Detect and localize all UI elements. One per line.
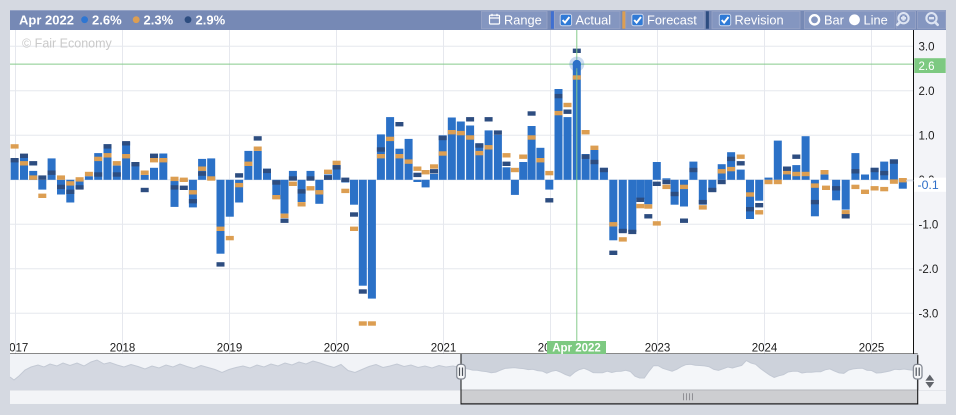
- svg-text:2020: 2020: [324, 343, 350, 355]
- svg-text:2017: 2017: [3, 343, 29, 355]
- svg-text:2024: 2024: [752, 343, 778, 355]
- svg-text:2.9%: 2.9%: [196, 13, 226, 28]
- svg-text:2.6: 2.6: [919, 61, 935, 73]
- svg-text:1.0: 1.0: [919, 130, 935, 142]
- svg-text:-3.0: -3.0: [919, 308, 939, 320]
- svg-text:2018: 2018: [110, 343, 136, 355]
- svg-text:2.3%: 2.3%: [144, 13, 174, 28]
- svg-text:2021: 2021: [431, 343, 457, 355]
- svg-text:-2.0: -2.0: [919, 264, 939, 276]
- svg-text:-0.1: -0.1: [918, 178, 939, 192]
- svg-text:2023: 2023: [645, 343, 671, 355]
- svg-text:Bar: Bar: [824, 13, 845, 28]
- svg-text:2019: 2019: [217, 343, 243, 355]
- svg-text:2025: 2025: [859, 343, 885, 355]
- svg-text:3.0: 3.0: [919, 41, 935, 53]
- svg-text:Apr 2022: Apr 2022: [19, 13, 74, 28]
- svg-text:-1.0: -1.0: [919, 219, 939, 231]
- svg-text:Actual: Actual: [576, 13, 612, 28]
- svg-text:Line: Line: [864, 13, 888, 28]
- svg-text:Range: Range: [504, 13, 542, 28]
- svg-text:2.0: 2.0: [919, 86, 935, 98]
- svg-text:Forecast: Forecast: [647, 13, 697, 28]
- svg-text:Revision: Revision: [735, 13, 784, 28]
- svg-text:2.6%: 2.6%: [92, 13, 122, 28]
- svg-text:© Fair Economy: © Fair Economy: [22, 37, 113, 51]
- svg-text:Apr 2022: Apr 2022: [552, 343, 601, 355]
